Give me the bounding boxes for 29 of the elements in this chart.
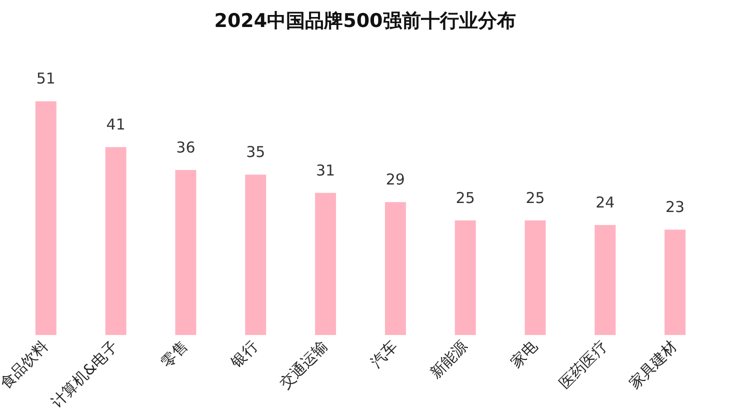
x-tick-label: 新能源	[426, 337, 471, 382]
data-label: 51	[36, 70, 56, 88]
data-label: 25	[526, 188, 545, 207]
data-label: 29	[386, 170, 405, 188]
x-tick-label: 零售	[157, 337, 192, 372]
bar	[454, 220, 476, 335]
data-label: 24	[596, 193, 615, 212]
bar	[245, 174, 266, 335]
x-tick-label: 家电	[506, 337, 541, 372]
x-tick-label: 家具建材	[625, 337, 681, 392]
bar	[664, 230, 686, 335]
bar	[524, 220, 546, 335]
chart-title: 2024中国品牌500强前十行业分布	[213, 9, 517, 34]
data-label: 36	[176, 138, 196, 156]
bar	[35, 101, 56, 335]
data-label: 41	[106, 115, 126, 134]
data-label: 31	[316, 161, 336, 180]
bar	[105, 147, 126, 335]
bar	[594, 224, 616, 335]
bar	[175, 170, 196, 335]
data-label: 23	[666, 198, 685, 216]
x-tick-label: 医药医疗	[556, 337, 611, 392]
bar	[315, 192, 336, 335]
x-tick-label: 银行	[226, 337, 262, 372]
data-label: 25	[456, 188, 475, 207]
x-tick-label: 交通运输	[276, 337, 332, 392]
data-label: 35	[246, 142, 266, 161]
x-tick-label: 汽车	[367, 337, 402, 372]
bar	[384, 202, 406, 335]
